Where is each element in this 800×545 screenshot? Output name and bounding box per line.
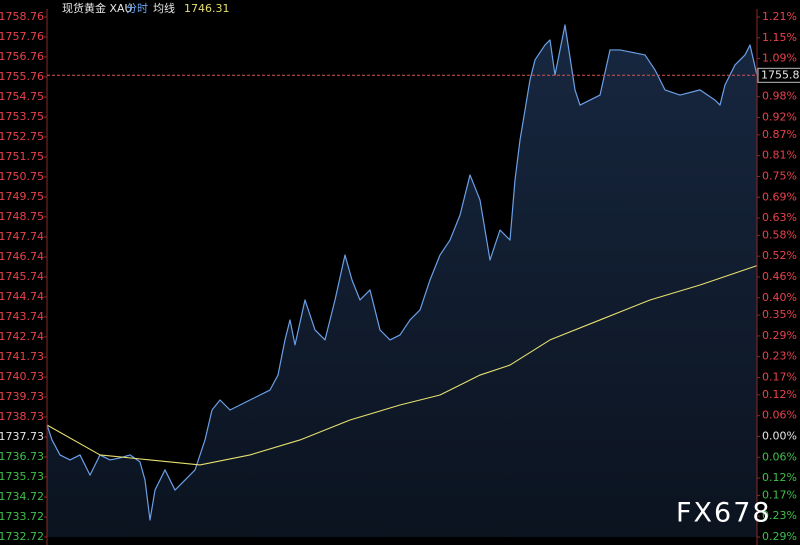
y2-tick-label: 1.15% [762, 31, 797, 44]
watermark: FX678 [676, 498, 772, 529]
y2-tick-label: 0.29% [762, 329, 797, 342]
y2-tick-label: 0.23% [762, 509, 797, 522]
y-tick-label: 1741.73 [0, 350, 44, 363]
y-tick-label: 1733.72 [0, 510, 44, 523]
y2-tick-label: 0.63% [762, 211, 797, 224]
y2-tick-label: 0.92% [762, 111, 797, 124]
y-tick-label: 1732.72 [0, 530, 44, 543]
y2-tick-label: 0.35% [762, 308, 797, 321]
y2-tick-label: 0.40% [762, 291, 797, 304]
y2-tick-label: 0.81% [762, 149, 797, 162]
instrument-name: 现货黄金 XAU [62, 1, 133, 15]
y-tick-label: 1748.75 [0, 210, 44, 223]
last-price-label: 1755.84 [761, 68, 800, 81]
y2-tick-label: 0.17% [762, 371, 797, 384]
y-tick-label: 1758.76 [0, 10, 44, 23]
y-tick-label: 1745.74 [0, 270, 44, 283]
mode-label: 分时 [126, 2, 148, 15]
y-tick-label: 1749.75 [0, 190, 44, 203]
y-tick-label: 1756.76 [0, 50, 44, 63]
y-tick-label: 1735.73 [0, 470, 44, 483]
y2-tick-label: 0.12% [762, 471, 797, 484]
y2-tick-label: 0.12% [762, 388, 797, 401]
y2-tick-label: 0.06% [762, 450, 797, 463]
y-tick-label: 1746.74 [0, 250, 44, 263]
price-line [46, 24, 758, 521]
y-tick-label: 1743.74 [0, 310, 44, 323]
y-tick-label: 1734.72 [0, 490, 44, 503]
y-tick-label: 1751.75 [0, 150, 44, 163]
y2-tick-label: 1.21% [762, 10, 797, 23]
y2-tick-label: 1.09% [762, 52, 797, 65]
y2-tick-label: 0.29% [762, 530, 797, 543]
price-area [47, 24, 757, 537]
y-tick-label: 1742.74 [0, 330, 44, 343]
y2-tick-label: 0.75% [762, 169, 797, 182]
y2-tick-label: 0.06% [762, 409, 797, 422]
y-tick-label: 1757.76 [0, 30, 44, 43]
average-line [46, 265, 758, 466]
y-tick-label: 1747.74 [0, 230, 44, 243]
y-tick-label: 1740.73 [0, 370, 44, 383]
y2-tick-label: 0.17% [762, 488, 797, 501]
y2-tick-label: 0.58% [762, 228, 797, 241]
y-tick-label: 1753.75 [0, 110, 44, 123]
y-tick-label: 1739.73 [0, 390, 44, 403]
avg-label: 均线 [153, 1, 175, 15]
avg-value: 1746.31 [184, 2, 230, 15]
y-tick-label: 1744.74 [0, 290, 44, 303]
y-tick-label: 1738.73 [0, 410, 44, 423]
y2-tick-label: 0.87% [762, 128, 797, 141]
y2-tick-label: 0.69% [762, 190, 797, 203]
y2-tick-label: 0.46% [762, 270, 797, 283]
last-price-tag [757, 67, 800, 83]
y-tick-label: 1752.75 [0, 130, 44, 143]
y-tick-label: 1737.73 [0, 430, 44, 443]
y2-tick-label: 0.23% [762, 350, 797, 363]
y-tick-label: 1755.76 [0, 70, 44, 83]
y2-tick-label: 0.52% [762, 249, 797, 262]
y-tick-label: 1754.75 [0, 90, 44, 103]
y-tick-label: 1750.75 [0, 170, 44, 183]
y2-tick-label: 0.98% [762, 90, 797, 103]
y-tick-label: 1736.73 [0, 450, 44, 463]
y2-tick-label: 0.00% [762, 429, 797, 442]
